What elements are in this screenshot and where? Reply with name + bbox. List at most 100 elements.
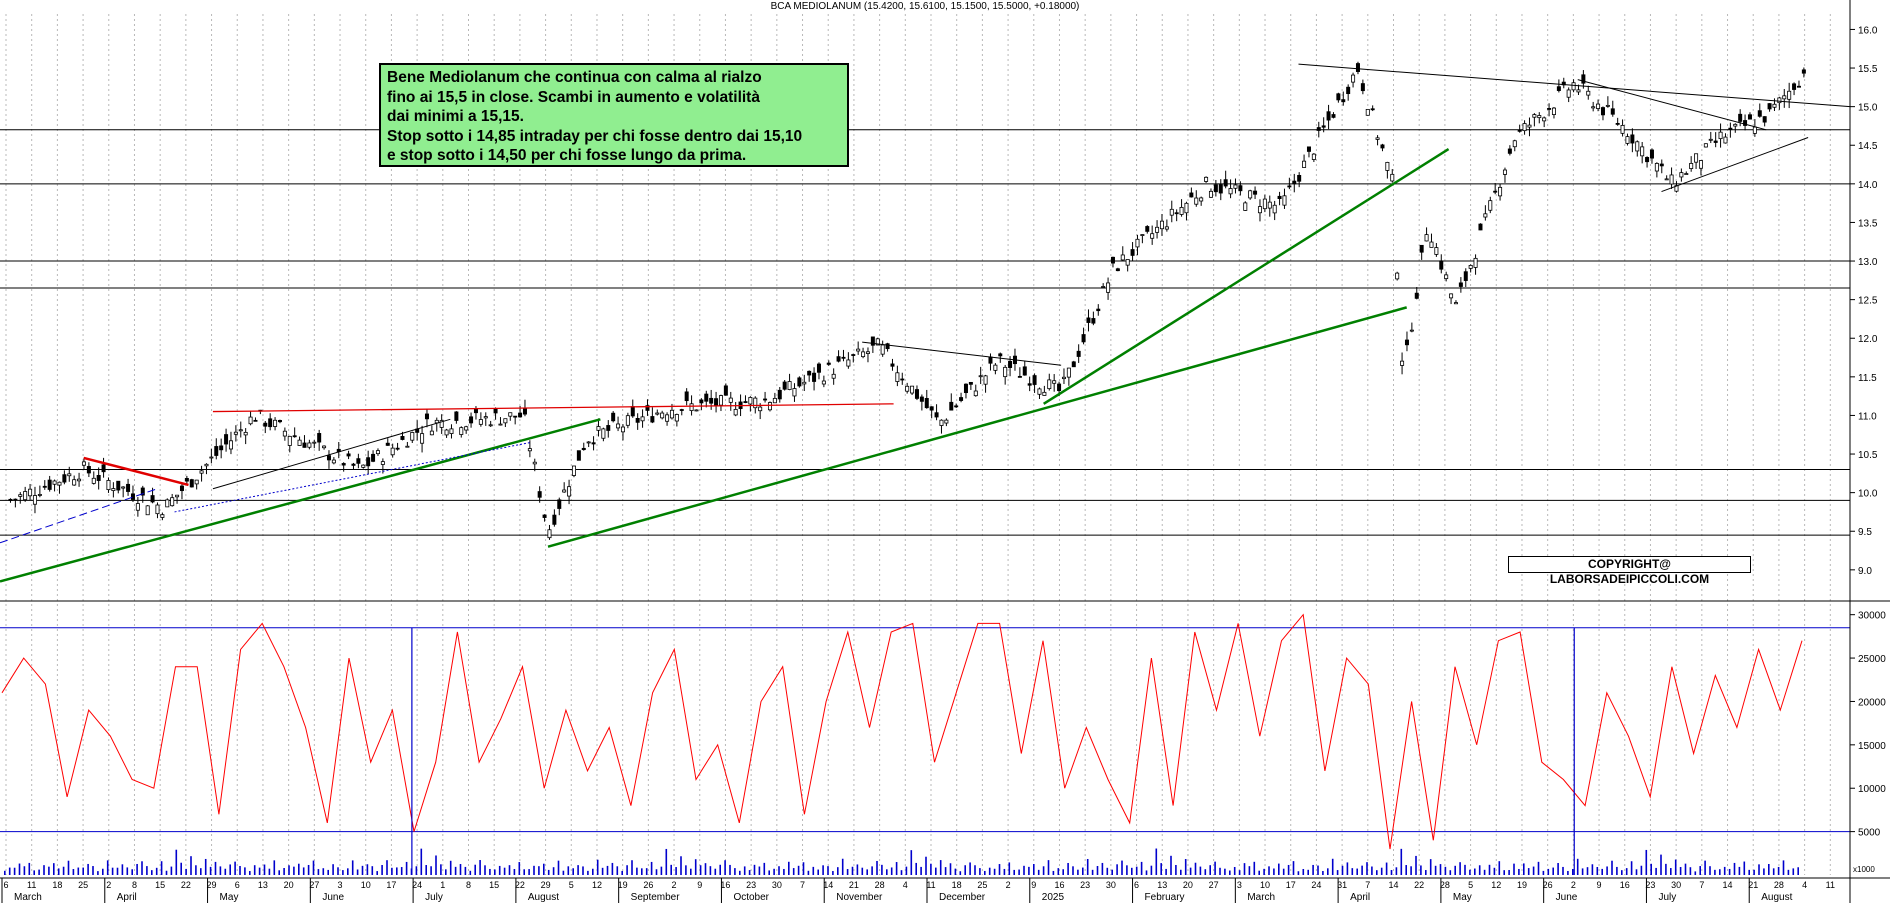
- candle-body: [62, 474, 67, 483]
- x-month-label: July: [1658, 892, 1676, 903]
- candle-body: [1581, 74, 1586, 84]
- osc-y-tick-label: 15000: [1858, 741, 1886, 752]
- volume-bar: [856, 864, 859, 875]
- candle-body: [1091, 318, 1096, 324]
- candle-body: [1120, 254, 1125, 261]
- volume-bar: [734, 868, 736, 875]
- candle-body: [199, 470, 204, 474]
- analysis-note: Bene Mediolanum che continua con calma a…: [379, 63, 849, 167]
- x-tick-label: 26: [643, 880, 653, 890]
- candle-body: [1135, 238, 1140, 248]
- volume-bar: [876, 860, 878, 875]
- x-tick-label: 14: [823, 880, 833, 890]
- candle-body: [1380, 144, 1385, 149]
- candle-body: [253, 419, 258, 422]
- candle-body: [341, 463, 346, 466]
- candle-body: [826, 362, 831, 365]
- volume-bar: [616, 866, 619, 875]
- candle-body: [86, 466, 91, 474]
- volume-bar: [939, 860, 942, 875]
- candle-body: [1566, 89, 1571, 98]
- x-tick-label: 18: [52, 880, 62, 890]
- volume-bar: [293, 866, 295, 875]
- volume-bar: [665, 848, 668, 875]
- x-month-label: September: [631, 892, 681, 903]
- candle-body: [248, 416, 253, 425]
- candle-body: [1179, 207, 1184, 215]
- volume-bar: [685, 865, 687, 875]
- volume-bar: [1170, 855, 1172, 875]
- candle-body: [998, 353, 1003, 357]
- volume-bar: [1625, 868, 1628, 875]
- candle-body: [1032, 375, 1037, 385]
- volume-bar: [1140, 861, 1143, 875]
- volume-bar: [415, 866, 418, 875]
- candle-body: [1600, 107, 1605, 116]
- volume-bar: [1194, 862, 1197, 875]
- volume-bar: [1106, 867, 1109, 875]
- candle-body: [753, 397, 758, 409]
- volume-bar: [1576, 858, 1579, 875]
- candle-body: [1718, 131, 1723, 140]
- candle-body: [81, 461, 86, 466]
- red-trendline: [83, 456, 189, 487]
- candle-body: [542, 514, 547, 518]
- volume-bar: [77, 867, 80, 875]
- volume-bar: [910, 850, 913, 875]
- x-month-label: May: [1453, 892, 1472, 903]
- osc-y-tick-label: 30000: [1858, 611, 1886, 622]
- x-tick-label: 3: [1237, 880, 1242, 890]
- volume-bar: [871, 866, 873, 875]
- candle-body: [243, 431, 248, 436]
- volume-bar: [1018, 869, 1020, 875]
- candle-body: [1096, 308, 1101, 312]
- candle-body: [1498, 186, 1503, 197]
- x-tick-label: 2: [1571, 880, 1576, 890]
- candle-body: [1664, 178, 1669, 181]
- volume-bar: [606, 865, 609, 875]
- candle-body: [1277, 195, 1282, 199]
- volume-bar: [783, 868, 785, 875]
- x-tick-label: 28: [1774, 880, 1784, 890]
- candle-body: [498, 423, 503, 426]
- volume-bar: [1719, 869, 1721, 875]
- candle-body: [640, 416, 645, 422]
- x-tick-label: 6: [235, 880, 240, 890]
- candle-body: [145, 505, 150, 516]
- volume-bar: [1743, 861, 1746, 875]
- x-tick-label: 15: [155, 880, 165, 890]
- volume-bar: [1121, 860, 1123, 875]
- volume-bar: [1214, 861, 1216, 875]
- x-tick-label: 12: [1491, 880, 1501, 890]
- candle-body: [371, 453, 376, 462]
- candle-body: [126, 483, 131, 492]
- volume-bar: [1047, 860, 1050, 875]
- volume-bar: [396, 867, 398, 875]
- candle-body: [1502, 169, 1507, 175]
- volume-bar: [180, 862, 182, 875]
- volume-bar: [582, 866, 584, 875]
- candle-body: [179, 485, 184, 492]
- volume-bar: [1792, 868, 1795, 875]
- candle-body: [1537, 115, 1542, 119]
- volume-bar: [1474, 868, 1476, 875]
- candle-body: [1027, 383, 1032, 386]
- volume-bar: [920, 866, 922, 875]
- volume-bar: [567, 866, 570, 875]
- volume-bar: [1429, 859, 1432, 875]
- candle-body: [1057, 383, 1062, 392]
- volume-bar: [263, 864, 266, 875]
- candle-body: [1738, 113, 1743, 122]
- candle-body: [694, 409, 699, 412]
- x-tick-label: 22: [181, 880, 191, 890]
- volume-bar: [244, 867, 246, 875]
- volume-bar: [111, 867, 114, 875]
- volume-bar: [528, 869, 530, 875]
- candle-body: [91, 477, 96, 484]
- grid: [5, 14, 1831, 875]
- x-tick-label: 30: [1671, 880, 1681, 890]
- candle-body: [1635, 141, 1640, 152]
- candle-body: [650, 416, 655, 423]
- candle-body: [870, 336, 875, 346]
